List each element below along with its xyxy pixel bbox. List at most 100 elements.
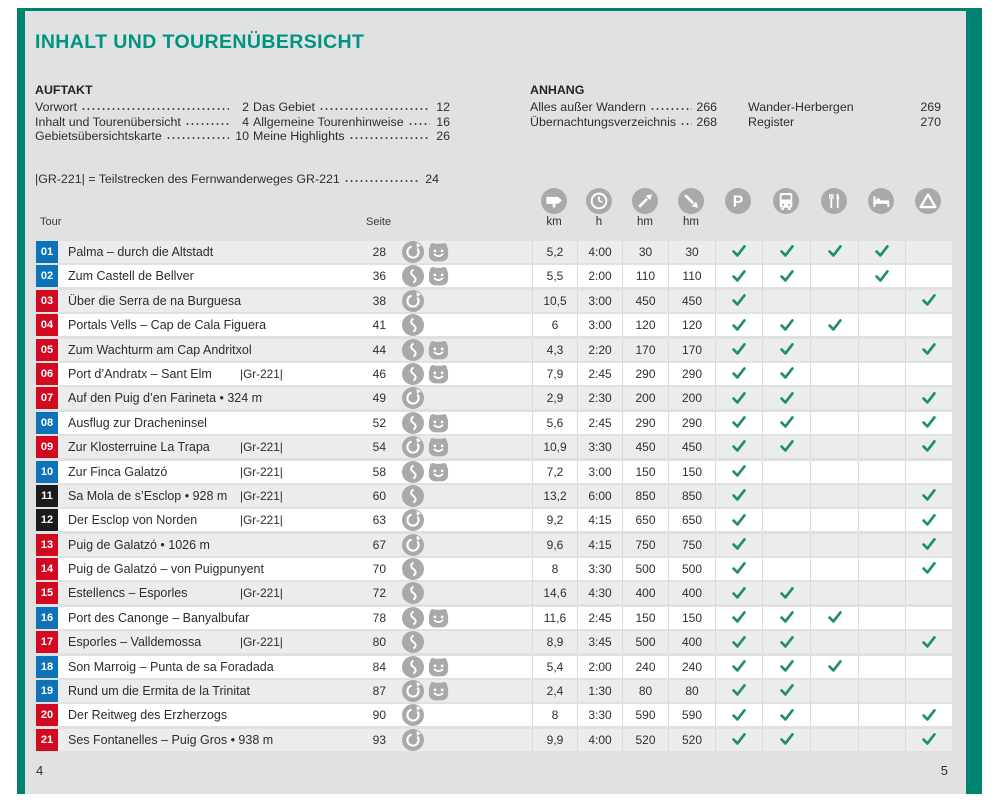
check-bus bbox=[762, 484, 810, 507]
descent-value: 520 bbox=[668, 728, 715, 751]
ascent-value: 110 bbox=[622, 265, 668, 288]
ascent-icon bbox=[632, 188, 658, 214]
toc-item-page: 269 bbox=[920, 100, 941, 114]
km-value: 7,9 bbox=[532, 362, 577, 385]
tour-title: Über die Serra de na Burguesa bbox=[68, 293, 242, 308]
table-row: 03 Über die Serra de na Burguesa 38 10,5 3:0… bbox=[36, 289, 952, 312]
check-bus bbox=[762, 704, 810, 727]
loop-route-icon bbox=[402, 533, 424, 556]
summit-icon bbox=[915, 188, 941, 214]
time-value: 3:45 bbox=[577, 631, 622, 654]
check-summit bbox=[905, 631, 952, 654]
table-row: 08 Ausflug zur Dracheninsel 52 5,6 2:45 290 29… bbox=[36, 411, 952, 434]
ascent-value: 650 bbox=[622, 509, 668, 532]
table-row: 14 Puig de Galatzó – von Puigpunyent 70 8 3:… bbox=[36, 558, 952, 581]
toc-item-page: 10 bbox=[235, 129, 249, 144]
check-bus bbox=[762, 289, 810, 312]
table-row: 16 Port des Canonge – Banyalbufar 78 11,6 2:… bbox=[36, 606, 952, 629]
toc-item-page: 16 bbox=[436, 114, 450, 129]
check-summit bbox=[905, 558, 952, 581]
check-parking bbox=[715, 509, 762, 532]
tour-number-badge: 08 bbox=[36, 411, 58, 434]
toc-item-page: 266 bbox=[696, 100, 717, 114]
unit-label-km-0: km bbox=[546, 216, 562, 228]
check-accommodation bbox=[858, 533, 905, 556]
time-value: 1:30 bbox=[577, 680, 622, 703]
tour-number-badge: 06 bbox=[36, 362, 58, 385]
ascent-value: 150 bbox=[622, 460, 668, 483]
toc-item: Alles außer Wandern 266 bbox=[530, 100, 717, 115]
table-row: 17 Esporles – Valldemossa |Gr-221| 80 8,9 3:4… bbox=[36, 631, 952, 654]
tour-number-badge: 11 bbox=[36, 484, 58, 507]
page-number-right: 5 bbox=[940, 763, 948, 778]
check-bus bbox=[762, 387, 810, 410]
table-row: 15 Estellencs – Esporles |Gr-221| 72 14,6 4:3… bbox=[36, 582, 952, 605]
tour-title: Portals Vells – Cap de Cala Figuera bbox=[68, 318, 267, 333]
check-restaurant bbox=[810, 680, 858, 703]
tour-title: Der Reitweg des Erzherzogs bbox=[68, 708, 228, 723]
tour-column-label: Tour bbox=[40, 216, 62, 228]
check-summit bbox=[905, 680, 952, 703]
toc-item-page: 268 bbox=[696, 114, 717, 129]
tour-number-badge: 17 bbox=[36, 631, 58, 654]
ascent-value: 590 bbox=[622, 704, 668, 727]
descent-value: 400 bbox=[668, 582, 715, 605]
ascent-value: 240 bbox=[622, 655, 668, 678]
toc-item-label: Vorwort bbox=[35, 100, 78, 114]
frame-left-bar bbox=[17, 8, 25, 794]
check-accommodation bbox=[858, 362, 905, 385]
tour-title: Son Marroig – Punta de sa Foradada bbox=[68, 659, 274, 674]
check-accommodation bbox=[858, 606, 905, 629]
table-row: 13 Puig de Galatzó • 1026 m 67 9,6 4:15 750 75… bbox=[36, 533, 952, 556]
loop-route-icon bbox=[402, 728, 424, 751]
tour-page: 54 bbox=[372, 440, 386, 455]
check-accommodation bbox=[858, 314, 905, 337]
check-parking bbox=[715, 533, 762, 556]
toc-item: Inhalt und Tourenübersicht 4 bbox=[35, 114, 249, 130]
check-accommodation bbox=[858, 631, 905, 654]
dot-leader bbox=[343, 172, 419, 183]
km-value: 2,4 bbox=[532, 680, 577, 703]
check-summit bbox=[905, 338, 952, 361]
toc-item: Gebietsübersichtskarte 10 bbox=[35, 129, 249, 144]
gr221-tag: |Gr-221| bbox=[240, 488, 283, 503]
km-value: 6 bbox=[532, 314, 577, 337]
toc-item-page: 26 bbox=[436, 129, 450, 144]
check-parking bbox=[715, 411, 762, 434]
tour-number-badge: 05 bbox=[36, 338, 58, 361]
toc-item: Das Gebiet 12 bbox=[253, 100, 450, 115]
check-accommodation bbox=[858, 558, 905, 581]
ascent-value: 450 bbox=[622, 289, 668, 312]
toc-anhang-col2: Wander-Herbergen 269 Register 270 bbox=[748, 100, 941, 129]
table-row: 18 Son Marroig – Punta de sa Foradada 84 5,… bbox=[36, 655, 952, 678]
check-parking bbox=[715, 655, 762, 678]
check-summit bbox=[905, 460, 952, 483]
tour-page: 84 bbox=[372, 659, 386, 674]
km-value: 5,2 bbox=[532, 241, 577, 263]
loop-route-icon bbox=[402, 436, 424, 459]
km-value: 14,6 bbox=[532, 582, 577, 605]
unit-label-hm-2: hm bbox=[637, 216, 653, 228]
tour-page: 38 bbox=[372, 293, 386, 308]
tour-title: Sa Mola de s’Esclop • 928 m bbox=[68, 488, 228, 503]
check-summit bbox=[905, 704, 952, 727]
tour-title: Zum Castell de Bellver bbox=[68, 269, 194, 284]
check-bus bbox=[762, 728, 810, 751]
check-accommodation bbox=[858, 265, 905, 288]
tour-page: 28 bbox=[372, 245, 386, 259]
ascent-value: 450 bbox=[622, 436, 668, 459]
ascent-value: 170 bbox=[622, 338, 668, 361]
tour-number-badge: 14 bbox=[36, 558, 58, 581]
time-value: 3:30 bbox=[577, 436, 622, 459]
line-route-icon bbox=[402, 484, 424, 507]
time-value: 2:45 bbox=[577, 606, 622, 629]
check-accommodation bbox=[858, 680, 905, 703]
check-restaurant bbox=[810, 631, 858, 654]
time-value: 6:00 bbox=[577, 484, 622, 507]
toc-item-label: Register bbox=[748, 114, 795, 129]
restaurant-icon bbox=[821, 188, 847, 214]
ascent-value: 120 bbox=[622, 314, 668, 337]
km-value: 5,5 bbox=[532, 265, 577, 288]
descent-value: 400 bbox=[668, 631, 715, 654]
tour-title: Der Esclop von Norden bbox=[68, 513, 198, 528]
